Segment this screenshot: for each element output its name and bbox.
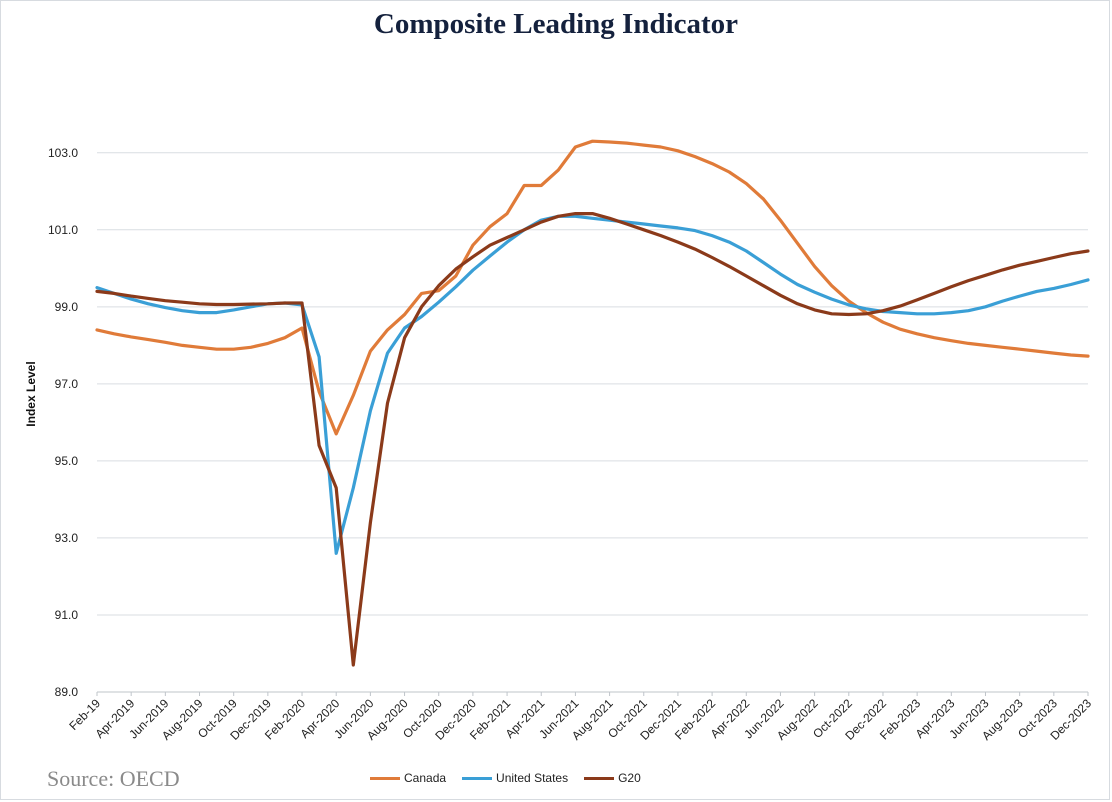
legend-label: Canada — [404, 771, 447, 785]
y-tick-label: 101.0 — [48, 223, 78, 237]
legend-swatch — [370, 776, 400, 780]
y-tick-label: 93.0 — [55, 531, 79, 545]
x-tick-labels: Feb-19Apr-2019Jun-2019Aug-2019Oct-2019De… — [66, 696, 1094, 743]
x-axis — [96, 691, 1089, 696]
series-lines — [95, 139, 1090, 667]
series-line-canada — [95, 139, 1090, 436]
series-line-g20 — [95, 212, 1090, 667]
y-tick-label: 89.0 — [55, 685, 79, 699]
legend-item: Canada — [370, 771, 446, 785]
legend-label: United States — [496, 771, 569, 785]
y-tick-labels: 89.0 91.0 93.0 95.0 97.0 99.0 101.0 103.0 — [48, 146, 78, 699]
legend-label: G20 — [618, 771, 641, 785]
y-tick-label: 97.0 — [55, 377, 79, 391]
y-tick-label: 103.0 — [48, 146, 78, 160]
series-line-united-states — [95, 214, 1090, 555]
legend-item: G20 — [584, 771, 641, 785]
y-tick-label: 91.0 — [55, 608, 79, 622]
chart-title: Composite Leading Indicator — [373, 8, 739, 40]
gridlines — [97, 152, 1088, 693]
y-tick-label: 95.0 — [55, 454, 79, 468]
y-tick-label: 99.0 — [55, 300, 79, 314]
legend-swatch — [584, 776, 615, 780]
legend-swatch — [462, 776, 493, 780]
legend: Canada United States G20 — [370, 770, 657, 786]
source-note: Source: OECD — [47, 766, 180, 791]
legend-item: United States — [462, 771, 568, 785]
